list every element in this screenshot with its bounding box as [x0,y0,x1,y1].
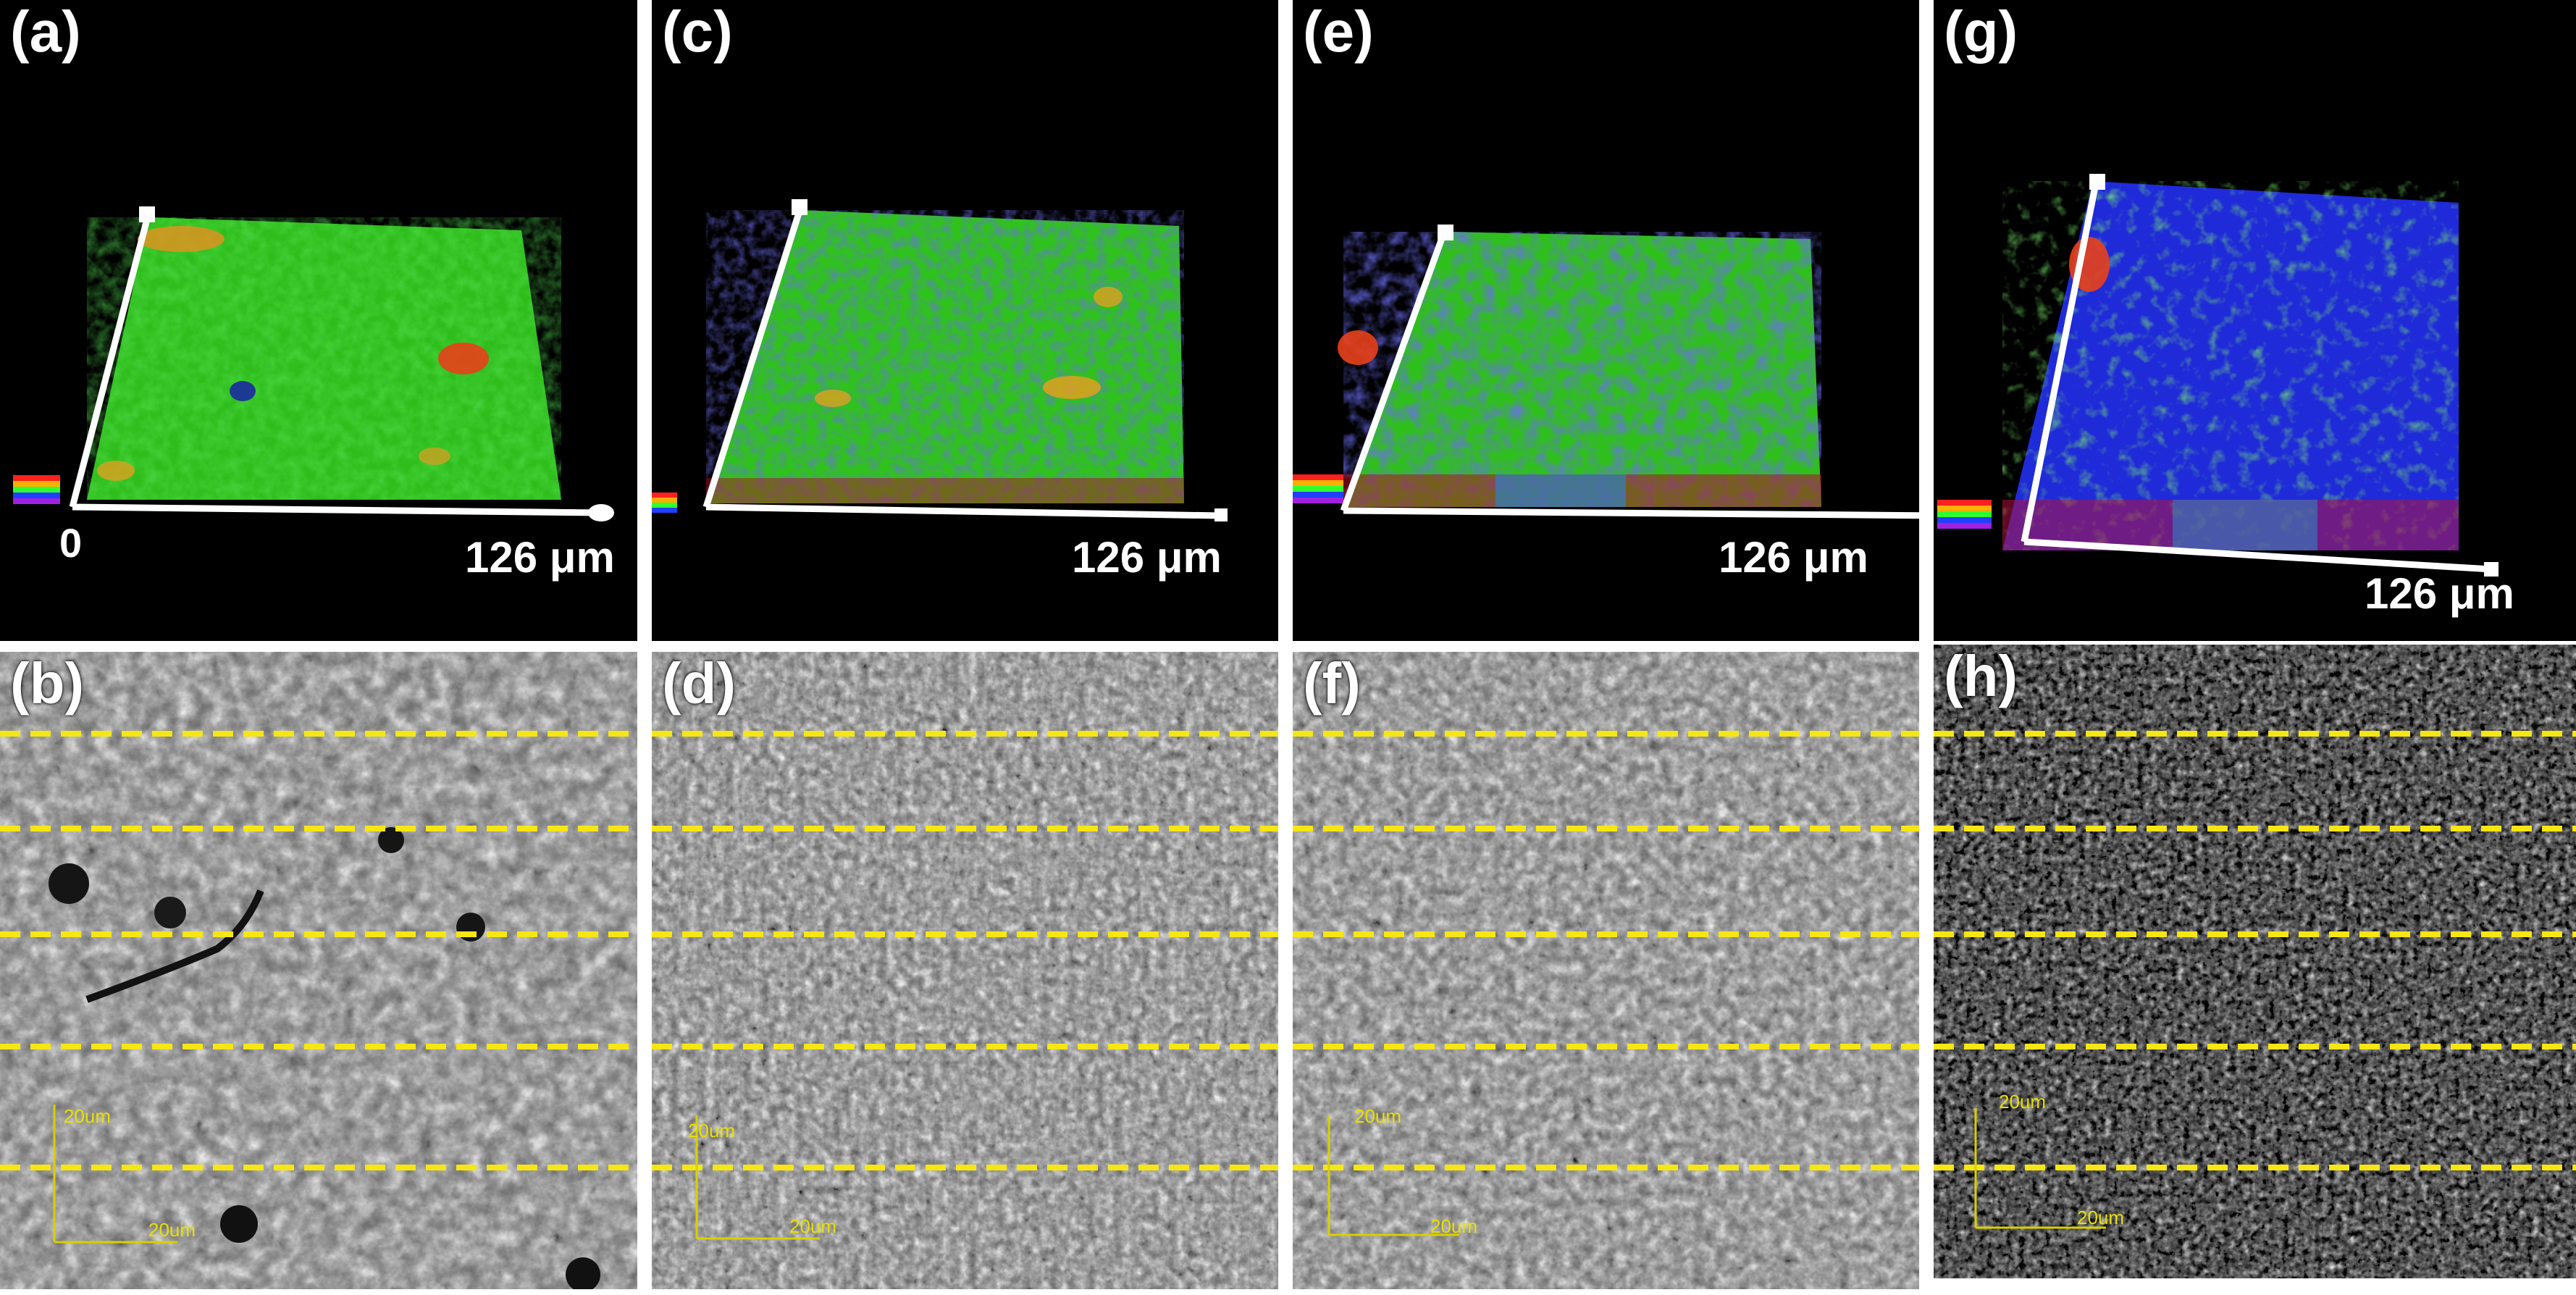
panel-b-micrograph: (b) 20um 20um [0,652,637,1289]
surface-map-c [652,199,1228,521]
dimension-label-e: 126 μm [1719,533,1868,582]
panel-d-micrograph: (d) 20um 20um [652,652,1278,1289]
axis-origin-label-a: 0 [59,520,83,566]
panel-label-g: (g) [1944,0,2018,64]
panel-label-b: (b) [10,652,85,716]
panel-g-3d-map: (g) 126 μm [1934,0,2576,641]
panel-h-micrograph: (h) 20um 20um [1934,645,2576,1278]
scale-bar-vertical-label-f: 20um [1354,1105,1402,1127]
scale-bar-horizontal-label-d: 20um [789,1215,837,1237]
micrograph-d [652,652,1278,1289]
micrograph-b [0,652,637,1289]
scale-bar-horizontal-label-f: 20um [1430,1215,1478,1237]
panel-f-micrograph: (f) 20um 20um [1293,652,1919,1289]
panel-c-3d-map: (c) 126 μm [652,0,1278,641]
dimension-label-g: 126 μm [2365,569,2514,618]
scale-bar-vertical-label-h: 20um [1999,1091,2047,1112]
scale-bar-vertical-label-b: 20um [64,1105,112,1127]
micrograph-h [1934,645,2576,1278]
panel-a-3d-map: (a) 0 126 μm [0,0,637,641]
panel-label-c: (c) [662,0,733,64]
dimension-label-a: 126 μm [465,533,615,582]
panel-label-a: (a) [10,0,81,64]
micrograph-f [1293,652,1919,1289]
panel-label-h: (h) [1944,645,2018,708]
panel-label-f: (f) [1303,652,1361,716]
surface-map-e [1293,225,1919,519]
dimension-label-c: 126 μm [1072,533,1222,582]
surface-map-g [1937,174,2499,577]
panel-label-d: (d) [662,652,737,716]
panel-e-3d-map: (e) 126 μm [1293,0,1919,641]
scale-bar-vertical-label-d: 20um [688,1120,736,1141]
surface-map-a [13,206,614,521]
scale-bar-horizontal-label-b: 20um [148,1219,196,1241]
scale-bar-horizontal-label-h: 20um [2077,1207,2125,1228]
panel-label-e: (e) [1303,0,1374,64]
